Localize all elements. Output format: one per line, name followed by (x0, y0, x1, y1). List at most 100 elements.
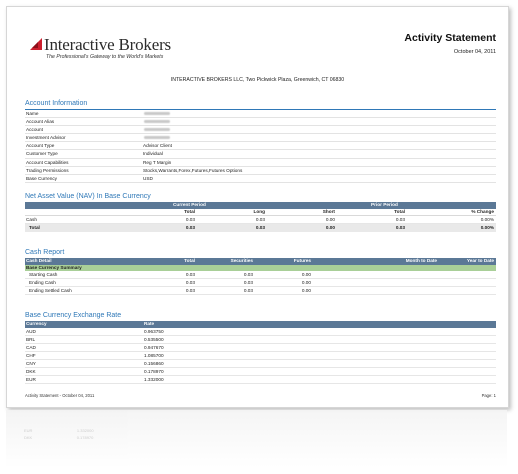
column-header: Futures (293, 258, 311, 263)
current-period-label: Current Period (173, 202, 206, 207)
fx-rate: 0.156860 (144, 360, 164, 366)
column-header: Cash Detail (26, 258, 52, 263)
fx-rate: 0.947670 (144, 344, 164, 350)
row-value: Advisor Client (143, 143, 172, 149)
cash-report-title: Cash Report (25, 249, 65, 256)
fx-title: Base Currency Exchange Rate (25, 312, 122, 319)
footer-page-number: Page: 1 (481, 393, 496, 398)
account-info-row: Customer Type Individual (25, 150, 496, 159)
fx-column-header: Currency Rate (25, 321, 496, 328)
cash-report-table: Cash Detail Total Securities Futures Mon… (25, 258, 496, 295)
cell-value: 0.00% (480, 217, 494, 222)
row-label: Trading Permissions (26, 167, 69, 173)
row-value: USD (143, 175, 153, 181)
cell-value: 0.00% (480, 225, 494, 230)
cell-value: 0.00 (301, 280, 311, 285)
nav-row: Cash 0.03 0.03 0.00 0.03 0.00% (25, 216, 496, 224)
column-header: Total (394, 208, 405, 214)
row-value: Stocks,Warrants,Forex,Futures,Futures Op… (143, 167, 243, 173)
column-header: Rate (144, 321, 155, 326)
row-value: Individual (143, 151, 163, 157)
cell-value: 0.03 (185, 280, 195, 285)
cell-value: 0.00 (325, 217, 335, 222)
fx-row: DKK 0.178970 (25, 368, 496, 376)
column-header: Month to Date (405, 258, 437, 263)
currency-code: CAD (26, 344, 36, 350)
cell-value: 0.03 (255, 217, 265, 222)
cell-value: 0.03 (185, 217, 195, 222)
fx-rate: 0.535500 (144, 336, 164, 342)
row-label: Account Capabilities (26, 159, 69, 165)
row-label: Account Alias (26, 119, 55, 125)
currency-code: CNY (26, 360, 36, 366)
brand-name: Interactive Brokers (44, 35, 171, 54)
account-info-table: Name Account Alias Account Investment Ad… (25, 110, 496, 183)
row-label: Starting Cash (29, 272, 58, 277)
currency-code: DKK (26, 368, 36, 374)
ib-logo-icon (30, 38, 42, 50)
row-label: Account Type (26, 143, 55, 149)
fx-row: CHF 1.085700 (25, 352, 496, 360)
fx-table: Currency Rate AUD 0.963750 BRL 0.535500 CA… (25, 321, 496, 384)
account-info-row: Account (25, 126, 496, 135)
row-label: Ending Settled Cash (29, 288, 72, 293)
row-label: Account (26, 127, 43, 133)
cash-row: Starting Cash 0.03 0.03 0.00 (25, 271, 496, 279)
fx-row: BRL 0.535500 (25, 336, 496, 344)
fx-row: CNY 0.156860 (25, 360, 496, 368)
currency-code: EUR (26, 376, 36, 382)
fx-rate: 0.963750 (144, 328, 164, 334)
brand-tagline: The Professional's Gateway to the World'… (46, 54, 164, 60)
cell-value: 0.03 (185, 225, 195, 230)
statement-date: October 04, 2011 (453, 49, 496, 55)
column-header: Total (184, 208, 195, 214)
column-header: Currency (26, 321, 47, 326)
fx-row: EUR 1.332000 (25, 376, 496, 384)
column-header: % Change (471, 208, 494, 214)
row-label: Ending Cash (29, 280, 56, 285)
row-label: Cash (26, 217, 37, 222)
row-label: Investment Advisor (26, 135, 66, 141)
cash-row: Ending Settled Cash 0.03 0.03 0.00 (25, 287, 496, 295)
currency-code: BRL (26, 336, 36, 342)
redacted-value (144, 136, 170, 140)
column-header: Year to Date (466, 258, 494, 263)
column-header: Short (322, 208, 335, 214)
statement-title: Activity Statement (404, 32, 496, 44)
reflection-row: DKK 0.178970 (24, 435, 94, 440)
statement-page: Interactive Brokers The Professional's G… (6, 6, 509, 408)
nav-total-row: Total 0.03 0.03 0.00 0.03 0.00% (25, 224, 496, 232)
fx-row: AUD 0.963750 (25, 328, 496, 336)
footer-statement-label: Activity Statement - October 04, 2011 (25, 393, 95, 398)
cell-value: 0.03 (395, 225, 405, 230)
fx-rate: 1.085700 (144, 352, 164, 358)
redacted-value (144, 128, 170, 132)
prior-period-label: Prior Period (371, 202, 398, 207)
account-info-row: Trading Permissions Stocks,Warrants,Forex… (25, 167, 496, 175)
column-header: Securities (230, 258, 253, 263)
fx-row: CAD 0.947670 (25, 344, 496, 352)
summary-label: Base Currency Summary (26, 264, 82, 270)
fx-rate: 0.178970 (144, 368, 164, 374)
account-info-row: Investment Advisor (25, 134, 496, 143)
cash-column-header: Cash Detail Total Securities Futures Mon… (25, 258, 496, 265)
account-info-row: Name (25, 110, 496, 119)
account-info-row: Base Currency USD (25, 175, 496, 183)
row-label: Customer Type (26, 151, 58, 157)
account-info-row: Account Alias (25, 118, 496, 127)
row-label: Total (29, 225, 40, 230)
cell-value: 0.03 (243, 280, 253, 285)
account-info-divider (25, 109, 496, 110)
account-info-row: Account Type Advisor Client (25, 142, 496, 151)
row-label: Base Currency (26, 175, 58, 181)
nav-title: Net Asset Value (NAV) In Base Currency (25, 193, 151, 200)
column-header: Total (184, 258, 195, 263)
cell-value: 0.03 (243, 288, 253, 293)
currency-code: CHF (26, 352, 36, 358)
broker-address: INTERACTIVE BROKERS LLC, Two Pickwick Pl… (170, 77, 345, 83)
account-info-title: Account Information (25, 100, 88, 107)
page-reflection: EUR 1.332000 DKK 0.178970 (6, 410, 507, 468)
reflection-row: EUR 1.332000 (24, 428, 94, 433)
cell-value: 0.00 (301, 272, 311, 277)
nav-group-header: Current Period Prior Period (25, 202, 496, 209)
